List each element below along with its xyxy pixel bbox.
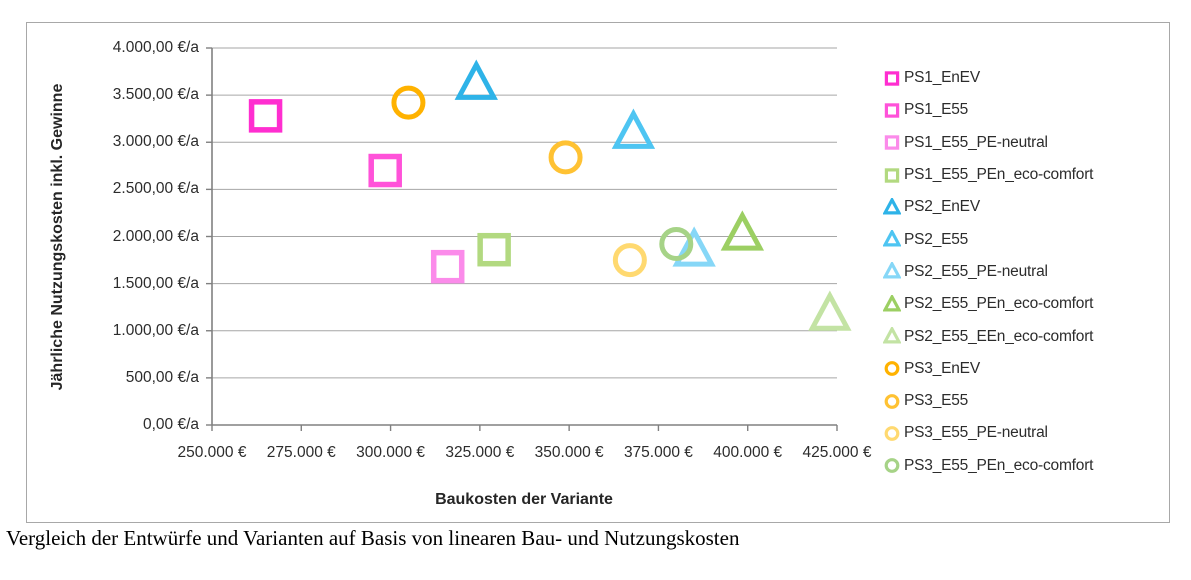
marker-square-PS1_EnEV <box>884 70 900 86</box>
circle-swatch-icon <box>884 361 900 377</box>
circle-swatch-icon <box>884 393 900 409</box>
legend-label: PS3_E55_PE-neutral <box>904 424 1048 442</box>
legend-label: PS1_E55 <box>904 101 969 119</box>
legend-label: PS3_E55 <box>904 392 969 410</box>
legend-label: PS1_E55_PEn_eco-comfort <box>904 166 1094 184</box>
y-tick-label: 1.500,00 €/a <box>112 274 199 292</box>
marker-circle-PS3_E55_PEn_eco-comfort <box>659 227 694 262</box>
marker-triangle-PS2_E55_PE-neutral <box>672 226 716 267</box>
legend-label: PS2_EnEV <box>904 198 980 216</box>
legend-item-PS1_E55: PS1_E55 <box>883 94 1093 126</box>
legend-label: PS2_E55_PE-neutral <box>904 262 1048 280</box>
marker-triangle-PS2_E55 <box>883 230 901 247</box>
circle-swatch-icon <box>884 426 900 441</box>
marker-triangle-PS2_EnEV <box>883 197 901 215</box>
x-tick-label: 325.000 € <box>445 444 515 461</box>
marker-circle-PS3_E55_PE-neutral <box>612 243 647 278</box>
marker-triangle-PS2_E55_PEn_eco-comfort <box>720 210 765 251</box>
legend-item-PS2_E55_EEn_eco-comfort: PS2_E55_EEn_eco-comfort <box>883 320 1093 352</box>
legend-item-PS2_E55: PS2_E55 <box>883 223 1093 255</box>
marker-square-PS1_E55_PEn_eco-comfort <box>477 232 511 267</box>
legend-item-PS1_EnEV: PS1_EnEV <box>883 62 1093 94</box>
chart-legend: PS1_EnEV PS1_E55 PS1_E55_PE-neutral PS1_E55… <box>883 62 1093 482</box>
legend-item-PS3_E55: PS3_E55 <box>883 385 1093 417</box>
legend-item-PS3_EnEV: PS3_EnEV <box>883 353 1093 385</box>
legend-label: PS1_EnEV <box>904 69 980 87</box>
legend-label: PS2_E55_PEn_eco-comfort <box>904 295 1094 313</box>
y-tick-label: 3.000,00 €/a <box>112 133 199 151</box>
square-swatch-icon <box>884 135 900 150</box>
marker-triangle-PS2_E55 <box>611 108 656 149</box>
x-tick-label: 350.000 € <box>534 444 604 461</box>
triangle-swatch-icon <box>883 197 901 215</box>
x-tick-label: 275.000 € <box>266 444 336 461</box>
marker-circle-PS3_EnEV <box>391 85 426 120</box>
y-tick-label: 2.500,00 €/a <box>112 180 199 198</box>
marker-square-PS1_E55 <box>884 103 900 118</box>
legend-label: PS1_E55_PE-neutral <box>904 133 1048 151</box>
plot-area <box>206 47 852 431</box>
marker-square-PS1_E55 <box>368 153 402 188</box>
marker-triangle-PS2_EnEV <box>454 59 498 100</box>
marker-circle-PS3_E55 <box>884 393 900 409</box>
marker-triangle-PS2_E55_EEn_eco-comfort <box>808 290 852 331</box>
triangle-swatch-icon <box>883 327 901 344</box>
y-tick-label: 500,00 €/a <box>125 368 199 386</box>
y-tick-label: 1.000,00 €/a <box>112 321 199 339</box>
square-swatch-icon <box>884 167 900 183</box>
triangle-swatch-icon <box>883 230 901 247</box>
marker-circle-PS3_E55 <box>548 140 583 175</box>
legend-label: PS3_E55_PEn_eco-comfort <box>904 456 1094 474</box>
triangle-swatch-icon <box>883 294 901 312</box>
legend-label: PS2_E55_EEn_eco-comfort <box>904 327 1094 345</box>
marker-circle-PS3_EnEV <box>884 361 900 377</box>
legend-item-PS2_EnEV: PS2_EnEV <box>883 191 1093 223</box>
marker-circle-PS3_E55_PE-neutral <box>884 426 900 441</box>
marker-triangle-PS2_E55_EEn_eco-comfort <box>883 327 901 344</box>
legend-item-PS3_E55_PE-neutral: PS3_E55_PE-neutral <box>883 417 1093 449</box>
y-tick-label: 3.500,00 €/a <box>112 86 199 104</box>
square-swatch-icon <box>884 70 900 86</box>
circle-swatch-icon <box>884 458 900 474</box>
y-tick-label: 2.000,00 €/a <box>112 227 199 245</box>
legend-label: PS3_EnEV <box>904 359 980 377</box>
x-tick-label: 300.000 € <box>356 444 426 461</box>
marker-square-PS1_E55_PE-neutral <box>884 135 900 150</box>
legend-label: PS2_E55 <box>904 230 969 248</box>
marker-square-PS1_EnEV <box>248 99 283 133</box>
x-axis-title: Baukosten der Variante <box>435 491 613 508</box>
marker-triangle-PS2_E55_PE-neutral <box>883 262 901 279</box>
square-swatch-icon <box>884 103 900 118</box>
chart-figure[interactable]: Jährliche Nutzungskosten inkl. Gewinne 0… <box>26 22 1170 523</box>
marker-triangle-PS2_E55_PEn_eco-comfort <box>883 294 901 312</box>
x-tick-label: 425.000 € <box>802 444 872 461</box>
triangle-swatch-icon <box>883 262 901 279</box>
x-tick-label: 375.000 € <box>623 444 693 461</box>
marker-circle-PS3_E55_PEn_eco-comfort <box>884 458 900 474</box>
legend-item-PS3_E55_PEn_eco-comfort: PS3_E55_PEn_eco-comfort <box>883 450 1093 482</box>
legend-item-PS1_E55_PEn_eco-comfort: PS1_E55_PEn_eco-comfort <box>883 159 1093 191</box>
marker-square-PS1_E55_PE-neutral <box>430 249 465 284</box>
y-tick-label: 4.000,00 €/a <box>112 39 199 56</box>
marker-square-PS1_E55_PEn_eco-comfort <box>884 167 900 183</box>
figure-caption: Vergleich der Entwürfe und Varianten auf… <box>6 526 740 550</box>
legend-item-PS2_E55_PE-neutral: PS2_E55_PE-neutral <box>883 256 1093 288</box>
x-tick-label: 250.000 € <box>177 444 247 461</box>
y-tick-label: 0,00 €/a <box>142 416 199 433</box>
legend-item-PS2_E55_PEn_eco-comfort: PS2_E55_PEn_eco-comfort <box>883 288 1093 320</box>
x-tick-label: 400.000 € <box>713 444 783 461</box>
legend-item-PS1_E55_PE-neutral: PS1_E55_PE-neutral <box>883 127 1093 159</box>
